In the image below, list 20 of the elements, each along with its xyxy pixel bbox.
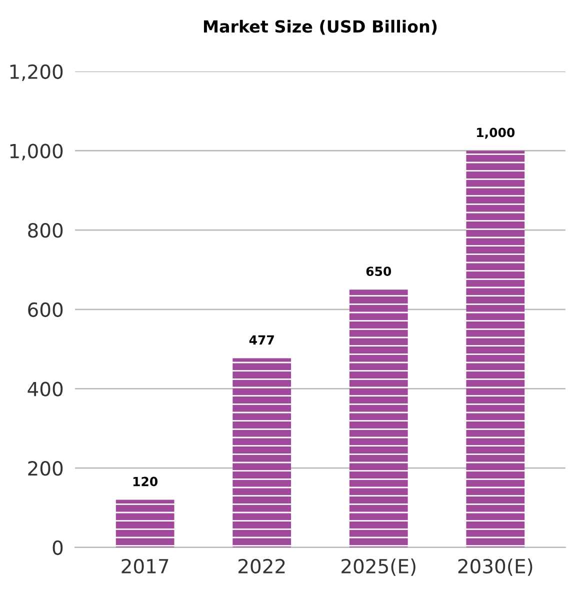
y-tick-label: 1,200: [10, 64, 63, 82]
chart-title: Market Size (USD Billion): [204, 20, 437, 35]
bar: [116, 500, 174, 548]
y-tick-label: 1,000: [10, 144, 63, 160]
data-label: 650: [366, 266, 392, 276]
data-label: 120: [133, 476, 158, 486]
bar: [466, 150, 525, 548]
x-tick-label: 2030(E): [458, 558, 532, 576]
x-tick-label: 2017: [122, 558, 168, 574]
x-tick-label: 2022: [238, 558, 285, 574]
y-tick-label: 400: [28, 382, 63, 396]
data-label: 1,000: [477, 128, 515, 139]
data-label: 477: [249, 335, 274, 344]
y-tick-label: 600: [28, 302, 63, 318]
x-tick-label: 2025(E): [342, 558, 416, 576]
y-tick-label: 800: [28, 223, 63, 238]
y-tick-label: 0: [52, 540, 63, 556]
y-tick-label: 200: [28, 461, 63, 476]
bar: [232, 358, 292, 548]
bar: [349, 290, 408, 548]
